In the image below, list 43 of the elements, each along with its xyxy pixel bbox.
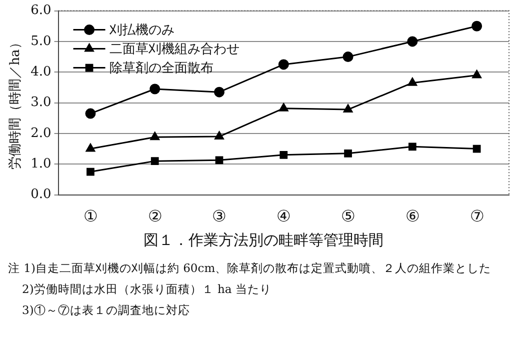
- point: [342, 52, 354, 62]
- x-tick-label: ③: [212, 206, 226, 226]
- point: [344, 149, 352, 158]
- x-tick-label: ④: [276, 206, 291, 226]
- y-tick-label: 5.0: [30, 34, 52, 49]
- y-tick-label: 2.0: [30, 126, 52, 141]
- point: [408, 142, 416, 151]
- y-tick-label: 0.0: [30, 187, 52, 202]
- x-tick-label: ②: [148, 206, 162, 226]
- text: 2)労働時間は水田（水張り面積）１ ha 当たり: [21, 281, 272, 298]
- point: [215, 156, 224, 164]
- point: [85, 108, 96, 119]
- x-tick-label: ①: [83, 206, 98, 226]
- point: [150, 157, 159, 165]
- legend-label: 二面草刈機組み合わせ: [109, 42, 240, 58]
- point: [472, 144, 481, 153]
- point: [150, 132, 160, 140]
- point: [214, 131, 224, 140]
- x-tick-label: ⑥: [405, 206, 420, 226]
- x-tick-label: ⑦: [470, 206, 484, 226]
- y-axis-title: 労働時間（時間／ha）: [8, 36, 24, 170]
- point: [408, 78, 418, 86]
- text: 注 1)自走二面草刈機の刈幅は約 60cm、除草剤の散布は定置式動噴、２人の組作業とした: [8, 260, 492, 277]
- point: [86, 144, 96, 152]
- text: 3)①～⑦は表１の調査地に対応: [21, 302, 191, 319]
- y-tick-label: 4.0: [30, 64, 52, 80]
- y-tick-label: 3.0: [30, 95, 52, 110]
- point: [278, 59, 289, 70]
- point: [472, 70, 482, 78]
- point: [407, 36, 418, 47]
- legend-label: 刈払機のみ: [108, 23, 174, 38]
- point: [150, 84, 160, 94]
- legend-label: 除草剤の全面散布: [109, 61, 214, 76]
- point: [278, 103, 288, 112]
- point: [214, 86, 224, 98]
- point: [280, 151, 288, 159]
- y-tick-label: 6.0: [30, 3, 52, 18]
- text: 図１．作業方法別の畦畔等管理時間: [142, 231, 384, 250]
- x-tick-label: ⑤: [341, 206, 356, 226]
- point: [472, 20, 482, 32]
- point: [86, 168, 94, 176]
- y-tick-label: 1.0: [30, 156, 52, 172]
- point: [343, 104, 353, 113]
